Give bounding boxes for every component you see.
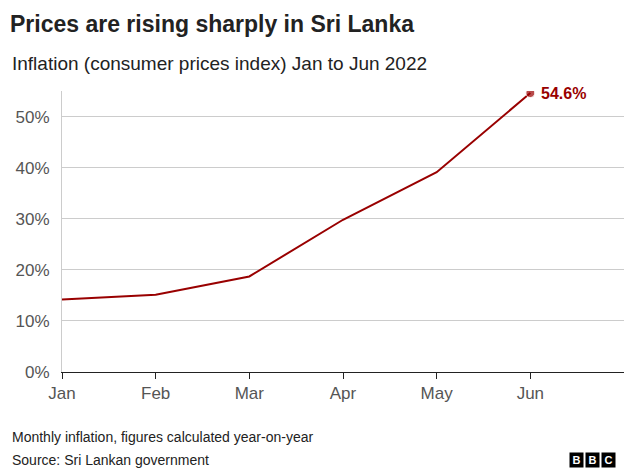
svg-text:May: May xyxy=(421,384,454,403)
svg-text:B: B xyxy=(589,454,597,466)
svg-text:B: B xyxy=(573,454,581,466)
svg-text:Mar: Mar xyxy=(235,384,265,403)
svg-text:Monthly inflation, figures cal: Monthly inflation, figures calculated ye… xyxy=(12,429,313,445)
svg-text:Inflation (consumer prices ind: Inflation (consumer prices index) Jan to… xyxy=(12,53,427,74)
svg-text:10%: 10% xyxy=(16,312,50,331)
svg-text:30%: 30% xyxy=(16,210,50,229)
svg-text:40%: 40% xyxy=(16,159,50,178)
svg-text:20%: 20% xyxy=(16,261,50,280)
svg-text:54.6%: 54.6% xyxy=(541,85,586,102)
svg-text:Jun: Jun xyxy=(517,384,544,403)
svg-text:Apr: Apr xyxy=(330,384,357,403)
svg-text:0%: 0% xyxy=(25,363,50,382)
svg-text:Source: Sri Lankan government: Source: Sri Lankan government xyxy=(12,452,209,468)
svg-text:Feb: Feb xyxy=(141,384,170,403)
svg-text:Jan: Jan xyxy=(48,384,75,403)
svg-text:C: C xyxy=(605,454,613,466)
svg-text:Prices are rising sharply in S: Prices are rising sharply in Sri Lanka xyxy=(10,11,414,37)
svg-text:50%: 50% xyxy=(16,108,50,127)
